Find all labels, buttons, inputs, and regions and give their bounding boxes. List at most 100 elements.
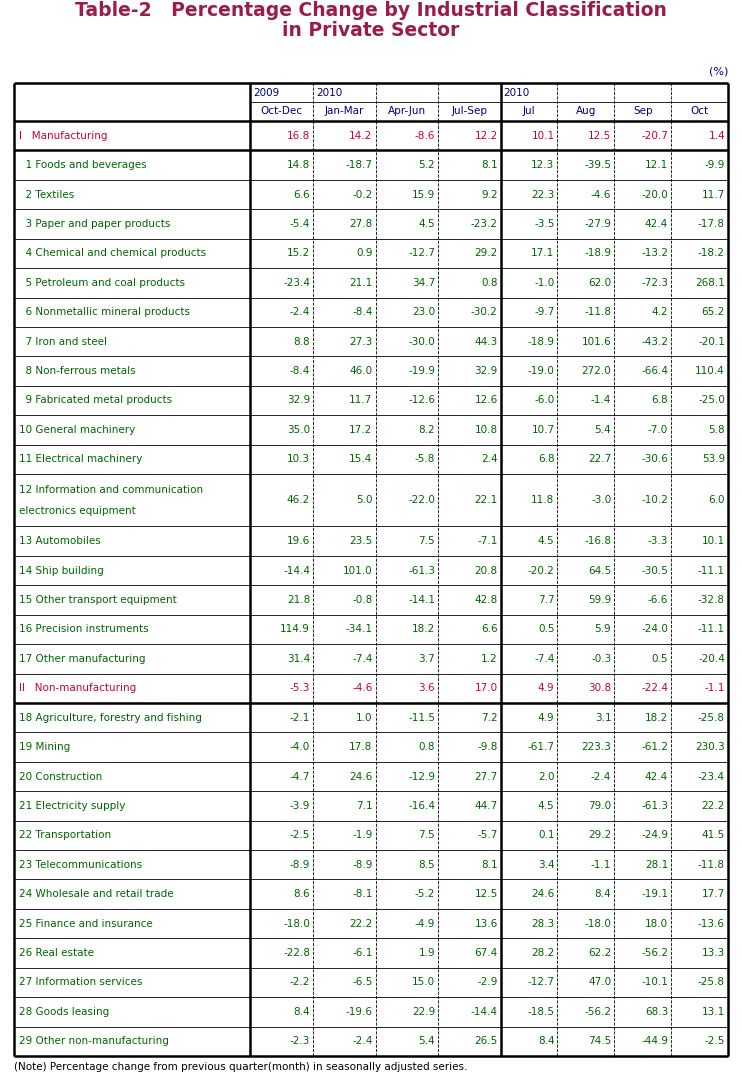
Text: 23.0: 23.0 (412, 307, 435, 317)
Text: electronics equipment: electronics equipment (19, 506, 136, 516)
Text: -2.2: -2.2 (289, 977, 310, 987)
Text: Oct-Dec: Oct-Dec (260, 106, 303, 116)
Text: -23.4: -23.4 (283, 278, 310, 288)
Text: 8.5: 8.5 (418, 860, 435, 870)
Text: -2.5: -2.5 (705, 1036, 725, 1046)
Text: 13.1: 13.1 (702, 1007, 725, 1016)
Text: -4.7: -4.7 (289, 771, 310, 782)
Text: -2.5: -2.5 (289, 831, 310, 841)
Text: -12.7: -12.7 (528, 977, 554, 987)
Text: 79.0: 79.0 (588, 800, 611, 811)
Text: -25.8: -25.8 (698, 712, 725, 722)
Text: 2009: 2009 (254, 88, 280, 98)
Text: 42.4: 42.4 (645, 771, 668, 782)
Text: 29 Other non-manufacturing: 29 Other non-manufacturing (19, 1036, 169, 1046)
Text: -56.2: -56.2 (584, 1007, 611, 1016)
Text: -5.2: -5.2 (415, 889, 435, 899)
Text: 10.1: 10.1 (531, 130, 554, 141)
Text: -61.3: -61.3 (408, 566, 435, 576)
Text: 0.1: 0.1 (538, 831, 554, 841)
Text: -18.9: -18.9 (584, 249, 611, 258)
Text: 11.8: 11.8 (531, 495, 554, 505)
Text: 22.1: 22.1 (474, 495, 498, 505)
Text: 13 Automobiles: 13 Automobiles (19, 536, 101, 546)
Text: 46.2: 46.2 (286, 495, 310, 505)
Text: -5.7: -5.7 (477, 831, 498, 841)
Text: -3.5: -3.5 (534, 219, 554, 229)
Text: -34.1: -34.1 (346, 624, 372, 634)
Text: 25 Finance and insurance: 25 Finance and insurance (19, 919, 153, 929)
Text: 10.8: 10.8 (474, 425, 498, 434)
Text: -20.4: -20.4 (698, 654, 725, 664)
Text: 4.5: 4.5 (538, 800, 554, 811)
Text: 12 Information and communication: 12 Information and communication (19, 484, 203, 495)
Text: -32.8: -32.8 (698, 595, 725, 605)
Text: -23.4: -23.4 (698, 771, 725, 782)
Text: -4.0: -4.0 (290, 742, 310, 753)
Text: -20.2: -20.2 (528, 566, 554, 576)
Text: -9.9: -9.9 (705, 160, 725, 171)
Text: -6.1: -6.1 (352, 948, 372, 958)
Text: 9 Fabricated metal products: 9 Fabricated metal products (19, 395, 172, 405)
Text: 3.6: 3.6 (418, 683, 435, 693)
Text: 27.8: 27.8 (349, 219, 372, 229)
Text: 11 Electrical machinery: 11 Electrical machinery (19, 454, 142, 465)
Text: 17 Other manufacturing: 17 Other manufacturing (19, 654, 145, 664)
Text: -18.7: -18.7 (346, 160, 372, 171)
Text: 14.8: 14.8 (286, 160, 310, 171)
Text: 0.5: 0.5 (538, 624, 554, 634)
Text: -18.5: -18.5 (528, 1007, 554, 1016)
Text: 101.6: 101.6 (582, 337, 611, 346)
Text: 6.8: 6.8 (538, 454, 554, 465)
Text: Jan-Mar: Jan-Mar (324, 106, 364, 116)
Text: -11.8: -11.8 (698, 860, 725, 870)
Text: 15.2: 15.2 (286, 249, 310, 258)
Text: 29.2: 29.2 (474, 249, 498, 258)
Text: 15.0: 15.0 (412, 977, 435, 987)
Text: -18.2: -18.2 (698, 249, 725, 258)
Text: 3.7: 3.7 (418, 654, 435, 664)
Text: 28 Goods leasing: 28 Goods leasing (19, 1007, 109, 1016)
Text: Sep: Sep (633, 106, 652, 116)
Text: -19.9: -19.9 (408, 366, 435, 376)
Text: 17.7: 17.7 (702, 889, 725, 899)
Text: 6.6: 6.6 (481, 624, 498, 634)
Text: -9.8: -9.8 (477, 742, 498, 753)
Text: 68.3: 68.3 (645, 1007, 668, 1016)
Text: 7.7: 7.7 (538, 595, 554, 605)
Text: -2.9: -2.9 (477, 977, 498, 987)
Text: -72.3: -72.3 (641, 278, 668, 288)
Text: 5 Petroleum and coal products: 5 Petroleum and coal products (19, 278, 185, 288)
Text: -16.8: -16.8 (584, 536, 611, 546)
Text: -19.6: -19.6 (346, 1007, 372, 1016)
Text: 3 Paper and paper products: 3 Paper and paper products (19, 219, 171, 229)
Text: -14.1: -14.1 (408, 595, 435, 605)
Text: -13.6: -13.6 (698, 919, 725, 929)
Text: 29.2: 29.2 (588, 831, 611, 841)
Text: 42.8: 42.8 (474, 595, 498, 605)
Text: 22 Transportation: 22 Transportation (19, 831, 111, 841)
Text: 6 Nonmetallic mineral products: 6 Nonmetallic mineral products (19, 307, 190, 317)
Text: 23.5: 23.5 (349, 536, 372, 546)
Text: 1.2: 1.2 (481, 654, 498, 664)
Text: 3.1: 3.1 (594, 712, 611, 722)
Text: 8.1: 8.1 (481, 860, 498, 870)
Text: 2010: 2010 (316, 88, 342, 98)
Text: 4 Chemical and chemical products: 4 Chemical and chemical products (19, 249, 206, 258)
Text: (%): (%) (709, 66, 728, 76)
Text: 7.2: 7.2 (481, 712, 498, 722)
Text: 24.6: 24.6 (531, 889, 554, 899)
Text: 26 Real estate: 26 Real estate (19, 948, 94, 958)
Text: Table-2   Percentage Change by Industrial Classification: Table-2 Percentage Change by Industrial … (75, 1, 667, 21)
Text: 0.8: 0.8 (418, 742, 435, 753)
Text: 4.5: 4.5 (538, 536, 554, 546)
Text: 12.3: 12.3 (531, 160, 554, 171)
Text: -13.2: -13.2 (641, 249, 668, 258)
Text: 6.8: 6.8 (651, 395, 668, 405)
Text: -8.9: -8.9 (289, 860, 310, 870)
Text: -1.4: -1.4 (591, 395, 611, 405)
Text: 47.0: 47.0 (588, 977, 611, 987)
Text: 1.4: 1.4 (709, 130, 725, 141)
Text: 7.5: 7.5 (418, 536, 435, 546)
Text: 5.4: 5.4 (594, 425, 611, 434)
